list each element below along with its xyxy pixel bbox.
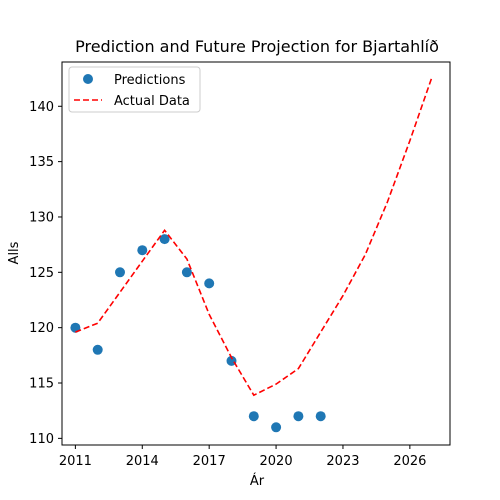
chart-title: Prediction and Future Projection for Bja… (75, 37, 439, 56)
x-axis-label: Ár (250, 473, 265, 489)
data-point-predictions (226, 355, 237, 366)
axes-layer: 2011 2014 2017 2020 2023 2026 110 115 120 125 130 1… (29, 61, 451, 469)
data-point-predictions (315, 411, 326, 422)
legend-marker-predictions (83, 74, 93, 84)
y-tick-label: 120 (29, 321, 54, 336)
x-tick-label: 2020 (260, 454, 293, 469)
x-tick-label: 2023 (326, 454, 359, 469)
y-tick-label: 135 (29, 155, 54, 170)
series-layer (70, 76, 433, 433)
series-line-actual-data (75, 76, 433, 397)
data-point-predictions (92, 344, 103, 355)
data-point-predictions (293, 411, 304, 422)
x-tick-label: 2011 (59, 454, 92, 469)
y-tick-label: 125 (29, 266, 54, 281)
data-point-predictions (271, 422, 282, 433)
y-tick-label: 140 (29, 100, 54, 115)
y-tick-label: 110 (29, 432, 54, 447)
data-point-predictions (204, 278, 215, 289)
x-tick-label: 2017 (193, 454, 226, 469)
legend: Predictions Actual Data (68, 66, 201, 113)
legend-label-predictions: Predictions (114, 73, 186, 88)
data-point-predictions (137, 245, 148, 256)
x-tick-label: 2014 (126, 454, 159, 469)
x-tick-label: 2026 (393, 454, 426, 469)
y-tick-label: 130 (29, 210, 54, 225)
data-point-predictions (115, 267, 125, 278)
data-point-predictions (70, 322, 81, 333)
plot-frame (61, 61, 451, 446)
data-point-predictions (159, 234, 170, 245)
data-point-predictions (181, 267, 192, 278)
y-tick-label: 115 (29, 377, 54, 392)
data-point-predictions (248, 411, 259, 422)
y-axis-label: Alls (7, 241, 22, 264)
legend-label-actual-data: Actual Data (114, 94, 190, 109)
